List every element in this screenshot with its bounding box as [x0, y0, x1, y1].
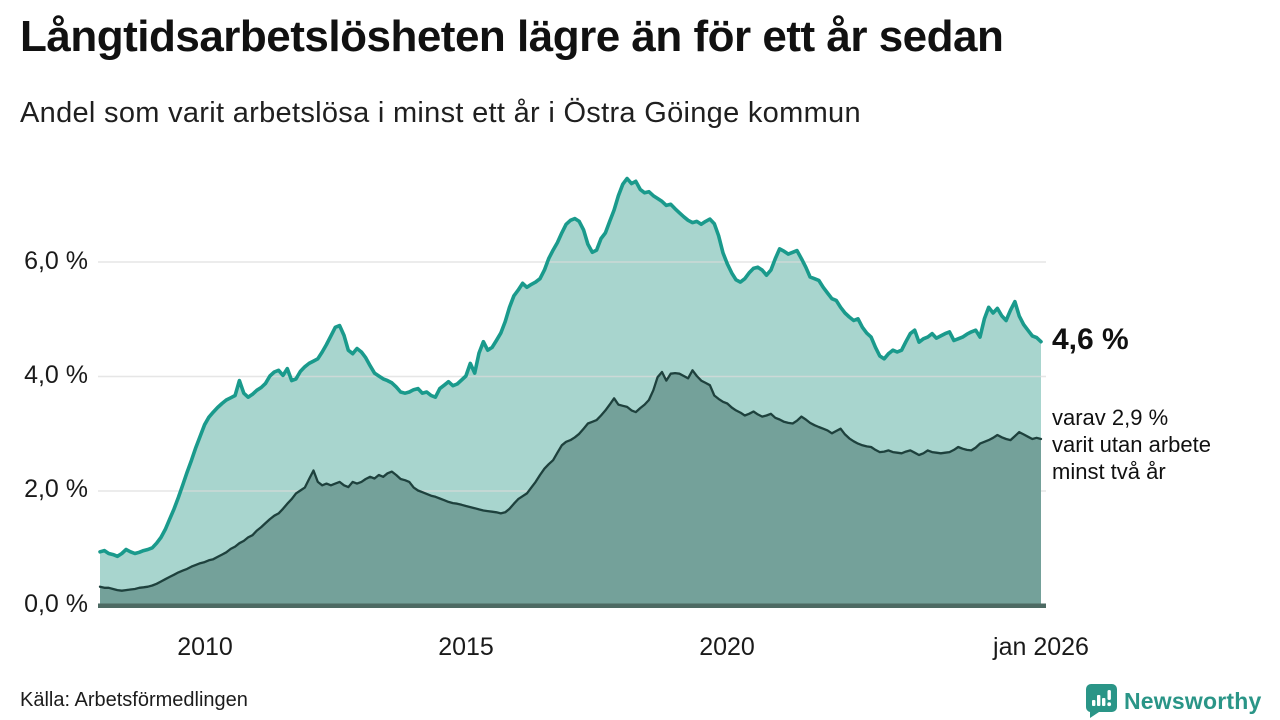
secondary-annotation-line: varav 2,9 %	[1052, 405, 1169, 430]
end-value-annotation: 4,6 %	[1052, 323, 1129, 356]
two-year-series-line	[98, 369, 1043, 592]
y-axis-label: 0,0 %	[24, 590, 88, 618]
newsworthy-logo-icon	[1085, 684, 1117, 718]
source-credit: Källa: Arbetsförmedlingen	[20, 689, 248, 711]
zero-baseline	[98, 603, 1046, 608]
newsworthy-wordmark: Newsworthy	[1124, 687, 1262, 714]
secondary-annotation-line: minst två år	[1052, 459, 1166, 484]
chart-subtitle: Andel som varit arbetslösa i minst ett å…	[20, 97, 861, 129]
total-series-line	[98, 176, 1043, 559]
x-axis-label: 2020	[699, 633, 755, 661]
x-axis-label: 2010	[177, 633, 233, 661]
y-axis-label: 2,0 %	[24, 475, 88, 503]
page-title: Långtidsarbetslösheten lägre än för ett …	[20, 12, 1004, 61]
x-axis-label: 2015	[438, 633, 494, 661]
y-axis-label: 6,0 %	[24, 247, 88, 275]
secondary-annotation: varav 2,9 % varit utan arbete minst två …	[1052, 404, 1267, 485]
y-axis-label: 4,0 %	[24, 361, 88, 389]
x-axis-label: jan 2026	[993, 633, 1089, 661]
newsworthy-brand-link[interactable]: Newsworthy	[1085, 684, 1262, 718]
two-year-series-area	[100, 370, 1041, 605]
secondary-annotation-line: varit utan arbete	[1052, 432, 1211, 457]
